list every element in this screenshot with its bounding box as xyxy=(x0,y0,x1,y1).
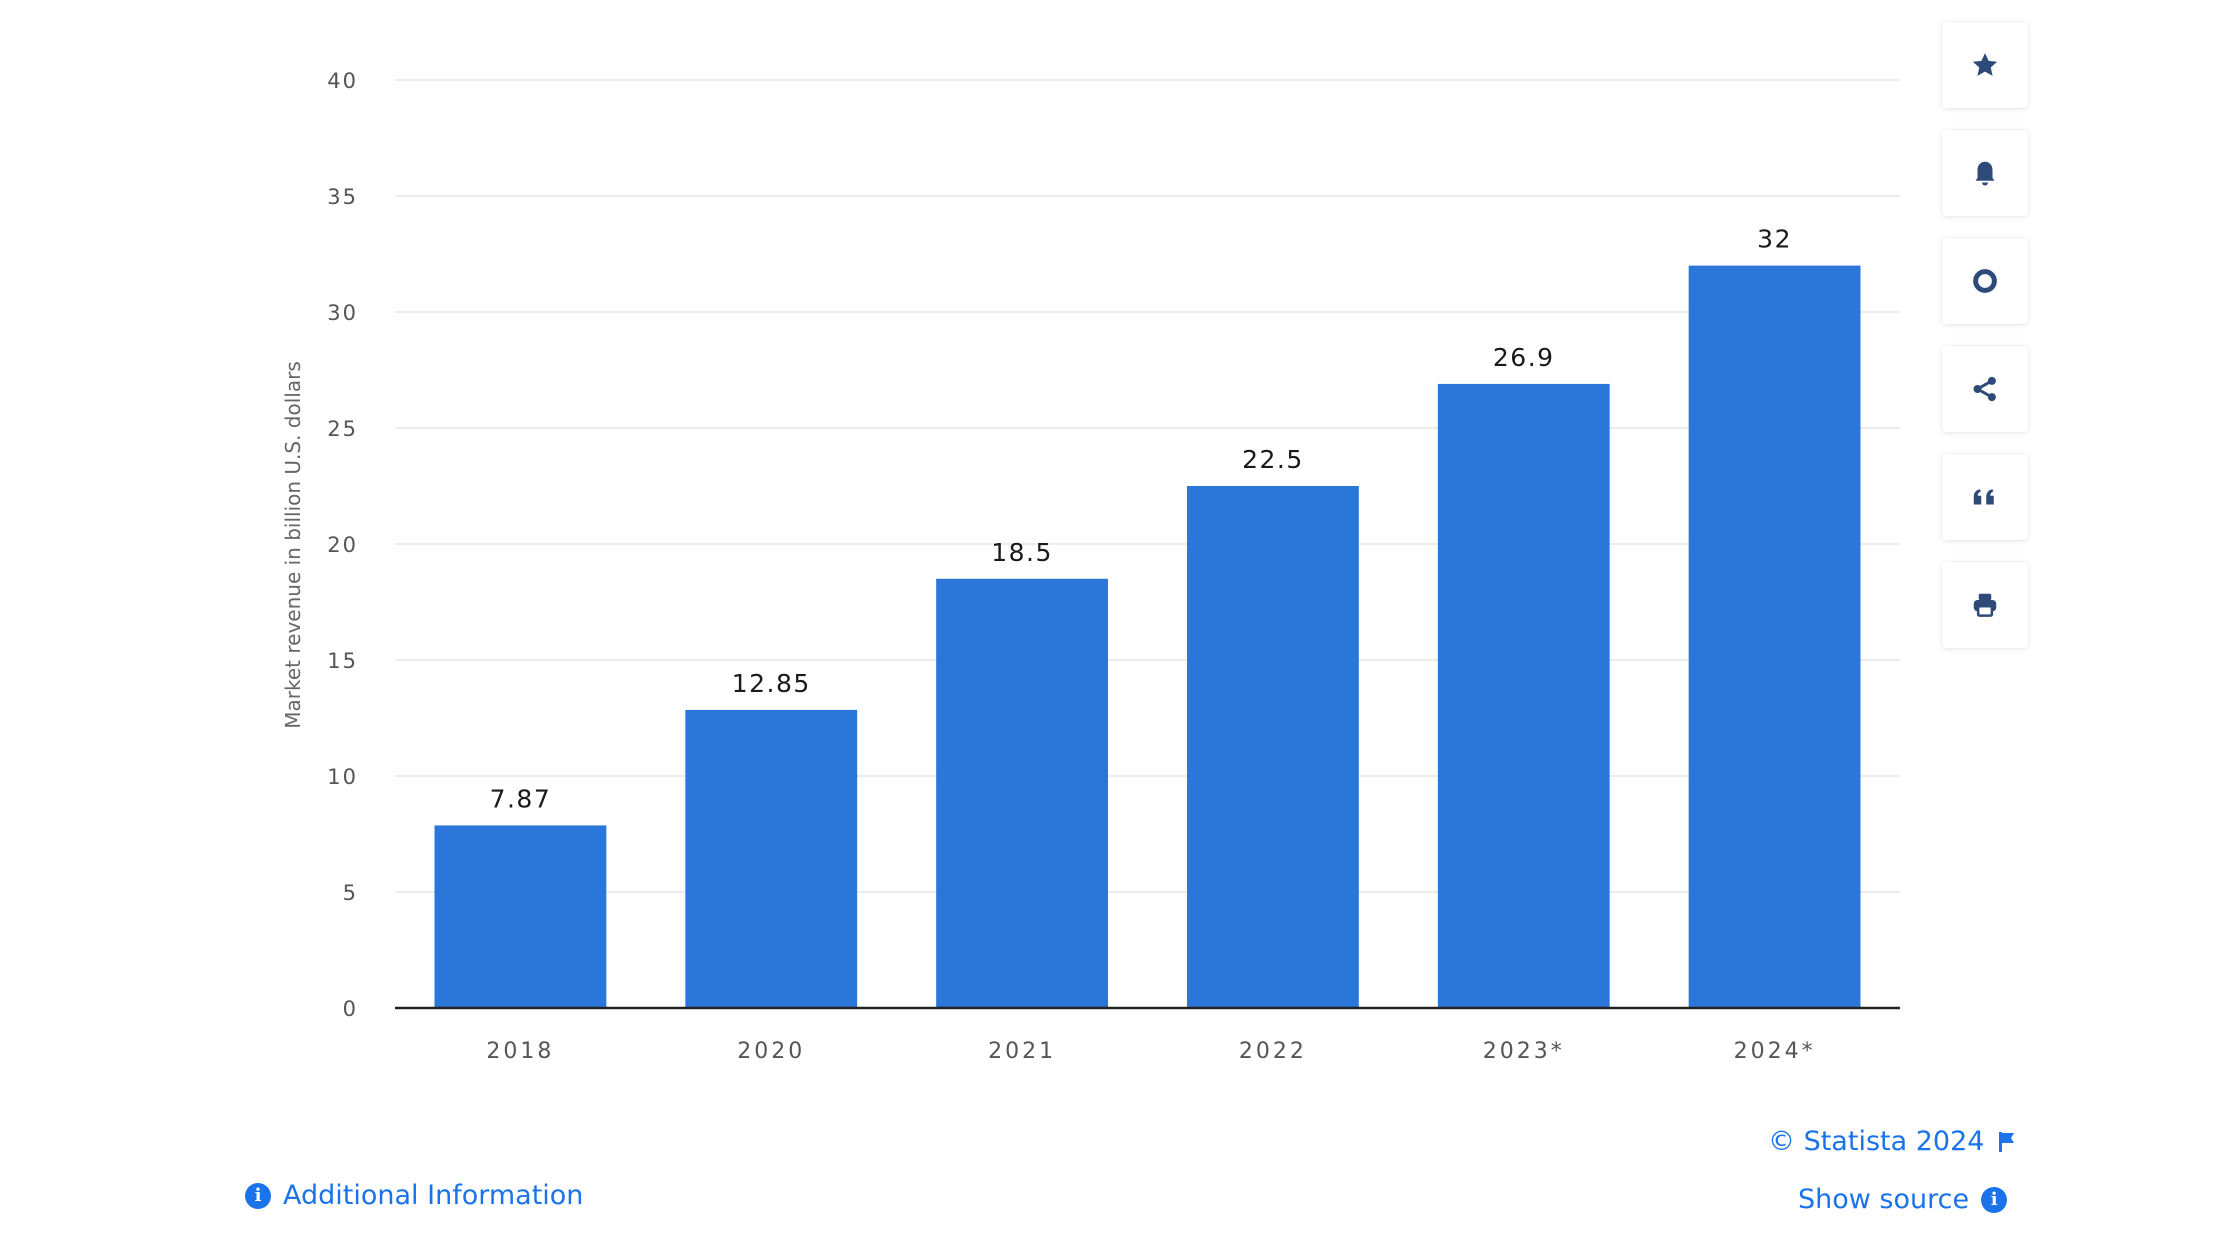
y-tick-label: 25 xyxy=(327,417,358,441)
bar xyxy=(936,578,1108,1008)
show-source-link[interactable]: Show source i xyxy=(1798,1184,2008,1215)
bar xyxy=(685,709,858,1008)
axes: 0 5 10 15 20 25 30 35 40 2018 2020 2021 2022 2023* 202… xyxy=(327,69,1900,1064)
additional-information-link[interactable]: i Additional Information xyxy=(245,1180,583,1211)
statista-credit-label: © Statista 2024 xyxy=(1768,1126,1985,1157)
bar xyxy=(1187,486,1359,1008)
share-icon xyxy=(1973,376,1996,402)
x-tick-label: 2023* xyxy=(1483,1039,1565,1064)
additional-information-label: Additional Information xyxy=(283,1180,584,1211)
bar-value-label: 32 xyxy=(1757,225,1792,254)
show-source-label: Show source xyxy=(1798,1184,1970,1215)
x-tick-label: 2020 xyxy=(737,1039,805,1064)
x-tick-label: 2024* xyxy=(1734,1039,1816,1064)
flag-icon xyxy=(1999,1131,2015,1152)
x-tick-label: 2018 xyxy=(486,1039,554,1064)
settings-button[interactable] xyxy=(1942,238,2028,324)
bars: 7.87 12.85 18.5 22.5 26.9 32 xyxy=(434,225,1861,1009)
favorite-button[interactable] xyxy=(1942,22,2028,108)
info-icon: i xyxy=(1981,1186,2008,1213)
quote-icon xyxy=(1973,489,1994,505)
star-icon xyxy=(1972,53,1998,76)
gear-icon xyxy=(1973,269,1997,293)
bar-value-label: 18.5 xyxy=(991,538,1053,567)
grid-lines xyxy=(395,79,1900,893)
y-tick-label: 10 xyxy=(327,765,358,789)
y-tick-label: 15 xyxy=(327,649,358,673)
y-tick-label: 0 xyxy=(343,997,358,1021)
info-icon: i xyxy=(245,1182,271,1209)
print-button[interactable] xyxy=(1942,562,2028,648)
bar-value-label: 7.87 xyxy=(490,784,552,813)
y-tick-label: 40 xyxy=(327,69,358,93)
bar-value-label: 22.5 xyxy=(1242,445,1304,474)
y-tick-label: 20 xyxy=(327,533,358,557)
bell-icon xyxy=(1975,161,1995,186)
statista-credit-link[interactable]: © Statista 2024 xyxy=(1768,1126,2018,1157)
bar xyxy=(1437,383,1610,1008)
y-tick-label: 5 xyxy=(343,881,358,905)
y-axis-title: Market revenue in billion U.S. dollars xyxy=(281,361,305,728)
notification-button[interactable] xyxy=(1942,130,2028,216)
x-tick-label: 2022 xyxy=(1239,1039,1307,1064)
x-tick-label: 2021 xyxy=(988,1039,1056,1064)
bar xyxy=(434,825,607,1008)
bar-value-label: 12.85 xyxy=(732,669,811,698)
side-toolbar xyxy=(1942,22,2030,670)
share-button[interactable] xyxy=(1942,346,2028,432)
bar xyxy=(1688,265,1861,1009)
y-tick-label: 35 xyxy=(327,185,358,209)
y-tick-label: 30 xyxy=(327,301,358,325)
printer-icon xyxy=(1973,593,1997,617)
cite-button[interactable] xyxy=(1942,454,2028,540)
bar-value-label: 26.9 xyxy=(1493,343,1555,372)
